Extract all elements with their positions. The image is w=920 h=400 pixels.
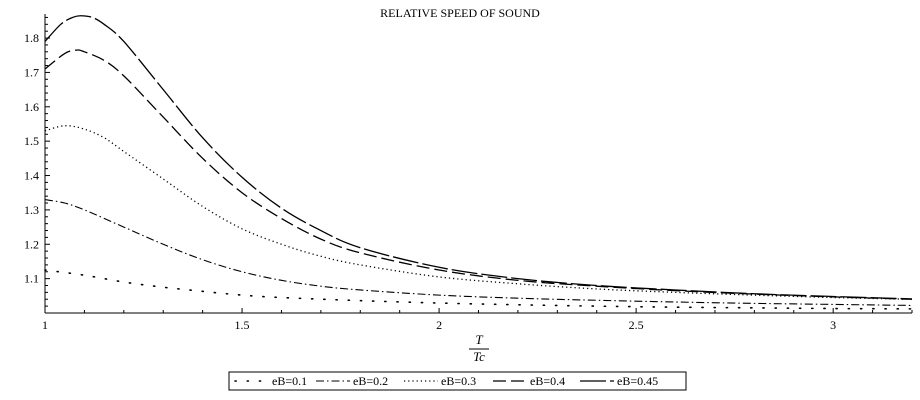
legend-label-4: eB=0.4 [530, 374, 565, 388]
x-tick-label: 1.5 [235, 318, 250, 332]
x-axis-label-numerator: T [475, 332, 483, 347]
y-tick-label: 1.2 [24, 237, 39, 251]
legend-label-3: eB=0.3 [441, 374, 476, 388]
series-line-3 [44, 125, 913, 300]
legend: eB=0.1 eB=0.2 eB=0.3 eB=0.4 eB=0.45 [228, 371, 687, 391]
x-axis-label: T Tc [469, 332, 489, 364]
y-tick-label: 1.7 [24, 65, 39, 79]
series-line-5 [44, 15, 913, 300]
chart-title: RELATIVE SPEED OF SOUND [380, 6, 540, 20]
x-tick-label: 3 [830, 318, 836, 332]
series-line-2 [44, 199, 913, 306]
legend-box [228, 371, 687, 391]
x-tick-label: 2.5 [629, 318, 644, 332]
legend-label-5: eB=0.45 [617, 374, 658, 388]
y-tick-label: 1.8 [24, 31, 39, 45]
series-line-1 [44, 269, 913, 310]
series-line-4 [44, 49, 913, 300]
x-tick-label: 2 [436, 318, 442, 332]
y-tick-label: 1.3 [24, 203, 39, 217]
y-tick-label: 1.6 [24, 100, 39, 114]
y-tick-label: 1.1 [24, 272, 39, 286]
series-layer [44, 15, 913, 310]
y-tick-label: 1.5 [24, 134, 39, 148]
x-tick-label: 1 [42, 318, 48, 332]
legend-label-1: eB=0.1 [272, 374, 307, 388]
y-tick-label: 1.4 [24, 169, 39, 183]
x-axis-label-denominator: Tc [473, 349, 485, 364]
axes: 1 1.5 2 2.5 3 1.1 1.2 1.3 1.4 1.5 1.6 1.7 1.8 [24, 14, 913, 332]
legend-label-2: eB=0.2 [353, 374, 388, 388]
